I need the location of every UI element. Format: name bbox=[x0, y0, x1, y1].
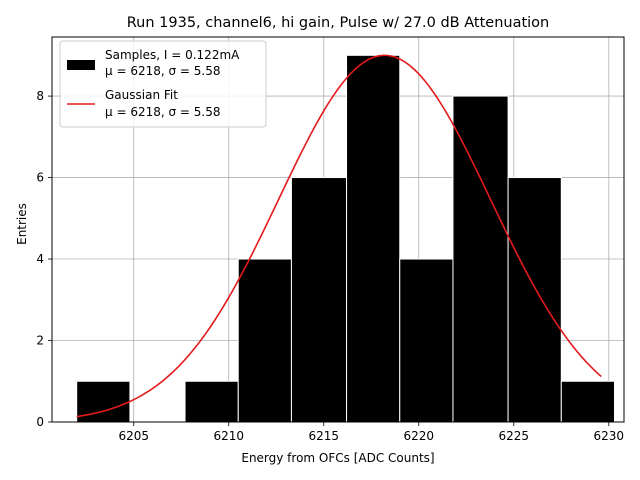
x-tick-label: 6220 bbox=[403, 429, 434, 443]
histogram-bar bbox=[399, 258, 454, 423]
x-tick-label: 6225 bbox=[499, 429, 530, 443]
gaussian-fit-layer bbox=[76, 54, 602, 418]
histogram-bar bbox=[452, 95, 509, 423]
gaussian-fit-curve bbox=[76, 54, 602, 418]
histogram-bar bbox=[507, 177, 562, 423]
x-tick-label: 6215 bbox=[308, 429, 339, 443]
legend-samples-label: Samples, I = 0.122mA bbox=[105, 48, 240, 62]
y-tick-label: 6 bbox=[36, 171, 44, 185]
legend-fit-stats: μ = 6218, σ = 5.58 bbox=[105, 105, 221, 119]
y-axis-label: Entries bbox=[15, 203, 29, 245]
x-tick-label: 6210 bbox=[213, 429, 244, 443]
x-tick-label: 6230 bbox=[594, 429, 625, 443]
y-tick-label: 4 bbox=[36, 252, 44, 266]
x-tick-label: 6205 bbox=[118, 429, 149, 443]
y-tick-label: 0 bbox=[36, 415, 44, 429]
x-axis-ticks: 6205 6210 6215 6220 6225 6230 bbox=[118, 422, 624, 443]
x-axis-label: Energy from OFCs [ADC Counts] bbox=[241, 451, 434, 465]
y-tick-label: 8 bbox=[36, 89, 44, 103]
chart-title: Run 1935, channel6, hi gain, Pulse w/ 27… bbox=[127, 15, 550, 31]
histogram-bar bbox=[346, 54, 401, 423]
y-tick-label: 2 bbox=[36, 334, 44, 348]
legend-samples-swatch bbox=[67, 60, 95, 70]
legend-box bbox=[59, 40, 267, 128]
histogram-bars bbox=[76, 54, 615, 423]
y-axis-ticks: 0 2 4 6 8 bbox=[36, 89, 52, 429]
histogram-bar bbox=[560, 380, 615, 423]
plot-frame bbox=[51, 36, 625, 423]
histogram-bar bbox=[290, 177, 348, 423]
histogram-bar bbox=[184, 380, 239, 423]
legend-fit-label: Gaussian Fit bbox=[105, 88, 178, 102]
histogram-bar bbox=[237, 258, 292, 423]
legend-samples-stats: μ = 6218, σ = 5.58 bbox=[105, 64, 221, 78]
legend: Samples, I = 0.122mA μ = 6218, σ = 5.58 … bbox=[59, 40, 267, 128]
